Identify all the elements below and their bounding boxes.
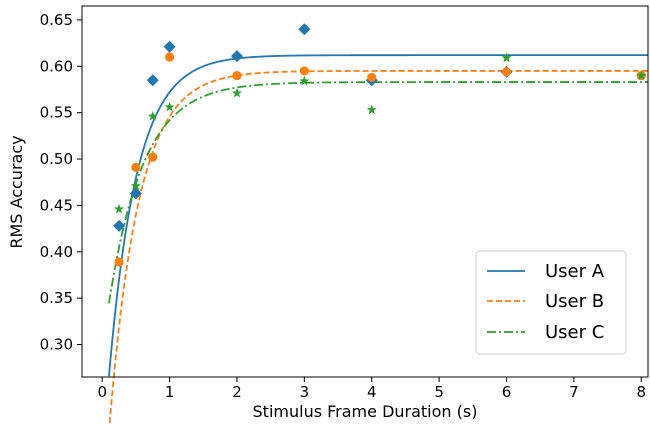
x-tick-label-0: 0 bbox=[97, 383, 107, 401]
y-tick-label-0.30: 0.30 bbox=[40, 336, 73, 354]
legend-label-user-c: User C bbox=[545, 322, 604, 343]
marker-user-a-x3 bbox=[298, 23, 311, 36]
marker-user-a-x0.75 bbox=[146, 74, 159, 87]
x-axis-label: Stimulus Frame Duration (s) bbox=[253, 402, 478, 421]
x-tick-label-8: 8 bbox=[636, 383, 646, 401]
legend: User A User B User C bbox=[475, 250, 627, 355]
y-tick-label-0.50: 0.50 bbox=[40, 150, 73, 168]
x-tick-label-1: 1 bbox=[165, 383, 175, 401]
marker-user-b-x0.5 bbox=[131, 162, 141, 172]
marker-user-c-x0.5 bbox=[130, 180, 141, 191]
y-tick-label-0.45: 0.45 bbox=[40, 196, 73, 214]
legend-frame bbox=[475, 250, 627, 355]
marker-user-c-x8 bbox=[636, 70, 647, 80]
marker-user-c-x0.75 bbox=[147, 111, 158, 121]
y-axis: 0.30 0.35 0.40 0.45 0.50 0.55 0.60 0.65 bbox=[40, 11, 82, 354]
marker-user-b-x3 bbox=[299, 66, 309, 76]
x-tick-label-3: 3 bbox=[300, 383, 310, 401]
marker-user-b-x4 bbox=[367, 72, 377, 83]
marker-user-a-x2 bbox=[230, 50, 243, 63]
x-tick-label-4: 4 bbox=[367, 383, 377, 401]
y-tick-label-0.65: 0.65 bbox=[40, 11, 73, 29]
y-tick-label-0.60: 0.60 bbox=[40, 57, 73, 75]
x-axis: 0 1 2 3 4 5 6 7 8 bbox=[97, 377, 646, 401]
x-tick-label-5: 5 bbox=[434, 383, 444, 401]
marker-user-a-x0.25 bbox=[113, 219, 126, 232]
marker-user-c-x6 bbox=[501, 52, 512, 63]
marker-user-c-x2 bbox=[232, 87, 242, 98]
marker-user-c-x4 bbox=[366, 104, 377, 115]
fit-curve-user-b bbox=[108, 70, 648, 425]
x-tick-label-2: 2 bbox=[232, 383, 242, 401]
plot-frame bbox=[81, 5, 649, 378]
legend-label-user-a: User A bbox=[545, 261, 605, 282]
legend-entry-user-b: User B bbox=[487, 291, 604, 312]
marker-user-c-x3 bbox=[299, 75, 310, 86]
marker-user-b-x0.25 bbox=[114, 257, 124, 267]
y-tick-label-0.35: 0.35 bbox=[40, 289, 73, 307]
legend-entry-user-c: User C bbox=[487, 322, 604, 343]
fit-curve-user-c bbox=[108, 81, 648, 304]
y-tick-label-0.55: 0.55 bbox=[40, 104, 73, 122]
marker-user-c-x1 bbox=[164, 101, 175, 112]
fit-curves bbox=[108, 54, 648, 425]
x-tick-label-7: 7 bbox=[569, 383, 579, 401]
x-tick-label-6: 6 bbox=[502, 383, 512, 401]
marker-user-c-x0.25 bbox=[114, 203, 125, 214]
legend-label-user-b: User B bbox=[545, 291, 604, 312]
marker-user-b-x1 bbox=[164, 52, 175, 62]
marker-user-b-x0.75 bbox=[148, 152, 158, 162]
marker-user-b-x2 bbox=[232, 70, 242, 81]
marker-user-b-x6 bbox=[501, 67, 512, 77]
y-axis-label: RMS Accuracy bbox=[7, 135, 26, 248]
marker-user-a-x1 bbox=[163, 40, 176, 53]
fit-curve-user-a bbox=[108, 54, 648, 377]
data-markers bbox=[113, 23, 647, 267]
marker-user-a-x0.5 bbox=[129, 187, 142, 200]
legend-entry-user-a: User A bbox=[487, 261, 605, 282]
y-tick-label-0.40: 0.40 bbox=[40, 243, 73, 261]
